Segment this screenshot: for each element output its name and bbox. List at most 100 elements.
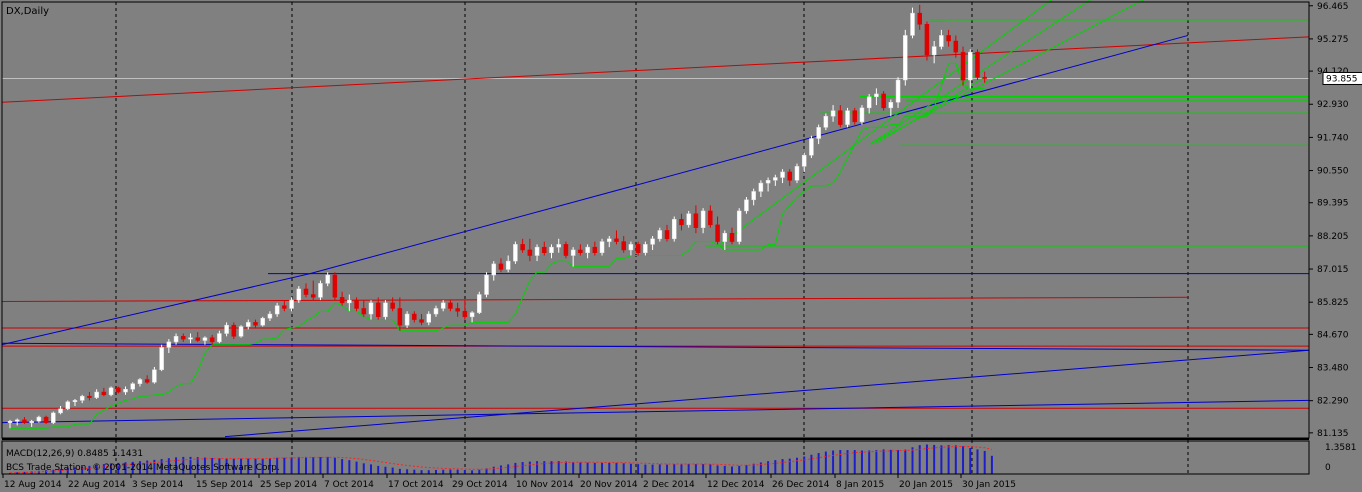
candle[interactable] (628, 241, 634, 256)
candle[interactable] (397, 297, 403, 331)
candle[interactable] (671, 216, 677, 242)
candle[interactable] (209, 334, 215, 345)
candle[interactable] (224, 322, 229, 337)
candle[interactable] (852, 107, 857, 125)
candle[interactable] (412, 311, 417, 323)
candle[interactable] (383, 300, 388, 320)
candle[interactable] (874, 88, 879, 106)
candle[interactable] (780, 169, 785, 184)
candle[interactable] (773, 174, 778, 186)
candle[interactable] (895, 77, 901, 108)
candle[interactable] (14, 418, 20, 426)
candle[interactable] (455, 302, 460, 317)
candle[interactable] (462, 300, 468, 320)
candle[interactable] (744, 197, 749, 214)
candle[interactable] (173, 333, 179, 345)
candle[interactable] (195, 332, 200, 342)
candle[interactable] (469, 311, 475, 323)
candle[interactable] (217, 330, 222, 344)
candle[interactable] (722, 230, 728, 250)
candle[interactable] (448, 300, 453, 312)
candle[interactable] (36, 415, 42, 423)
candle[interactable] (130, 382, 135, 393)
candle[interactable] (231, 322, 237, 340)
candle[interactable] (498, 258, 504, 273)
candle[interactable] (282, 300, 287, 312)
candle[interactable] (939, 29, 944, 50)
candle[interactable] (22, 417, 27, 425)
candle[interactable] (87, 392, 92, 401)
candle[interactable] (643, 241, 648, 256)
candle[interactable] (549, 244, 554, 259)
candle[interactable] (426, 311, 432, 326)
candle[interactable] (758, 180, 764, 198)
candle[interactable] (585, 244, 590, 259)
candle[interactable] (94, 389, 99, 399)
candles-layer[interactable] (7, 4, 987, 429)
candle[interactable] (563, 241, 569, 259)
candle[interactable] (65, 400, 71, 411)
candle[interactable] (29, 419, 34, 427)
candle[interactable] (267, 311, 273, 321)
candle[interactable] (505, 255, 511, 273)
candle[interactable] (419, 314, 424, 326)
candle[interactable] (361, 300, 367, 317)
candle[interactable] (650, 236, 655, 250)
candle[interactable] (310, 280, 316, 301)
candle[interactable] (787, 169, 793, 186)
candle[interactable] (866, 93, 872, 114)
candle[interactable] (845, 107, 850, 128)
candle[interactable] (527, 238, 533, 262)
candle[interactable] (368, 300, 374, 320)
candle[interactable] (801, 152, 807, 172)
candle[interactable] (318, 280, 323, 301)
candle[interactable] (715, 216, 720, 245)
candle[interactable] (960, 46, 966, 86)
candle[interactable] (274, 302, 280, 317)
candle[interactable] (144, 375, 150, 384)
candle[interactable] (729, 227, 735, 245)
candle[interactable] (679, 213, 684, 231)
candle[interactable] (823, 113, 829, 131)
candle[interactable] (303, 283, 309, 298)
candle[interactable] (816, 124, 821, 145)
candle[interactable] (390, 297, 395, 312)
candle[interactable] (72, 398, 78, 406)
candle[interactable] (794, 163, 800, 184)
candle[interactable] (202, 336, 208, 345)
candle[interactable] (910, 7, 915, 39)
candle[interactable] (513, 241, 518, 264)
candle[interactable] (975, 49, 980, 81)
candle[interactable] (599, 238, 605, 256)
candle[interactable] (520, 238, 525, 253)
candle[interactable] (332, 272, 338, 301)
candle[interactable] (635, 241, 641, 256)
candle[interactable] (325, 272, 330, 287)
candle[interactable] (7, 419, 13, 429)
candle[interactable] (953, 35, 959, 58)
candle[interactable] (79, 394, 85, 404)
candle[interactable] (809, 135, 814, 159)
candle[interactable] (433, 305, 439, 317)
candle[interactable] (166, 339, 172, 354)
candle[interactable] (751, 188, 756, 206)
candle[interactable] (440, 300, 446, 312)
candle[interactable] (621, 236, 626, 253)
candle[interactable] (946, 29, 951, 47)
candle[interactable] (686, 210, 691, 228)
candle[interactable] (375, 297, 381, 320)
candle[interactable] (664, 224, 670, 242)
candle[interactable] (693, 205, 699, 234)
candle[interactable] (347, 294, 352, 312)
candle[interactable] (253, 319, 258, 328)
candle[interactable] (339, 291, 345, 306)
candle[interactable] (260, 316, 265, 327)
candle[interactable] (542, 241, 547, 256)
candle[interactable] (246, 319, 251, 330)
candle[interactable] (123, 386, 128, 395)
candle[interactable] (931, 41, 937, 64)
candle[interactable] (181, 333, 186, 342)
candle[interactable] (43, 415, 49, 425)
candle[interactable] (888, 99, 894, 117)
candle[interactable] (968, 49, 973, 89)
